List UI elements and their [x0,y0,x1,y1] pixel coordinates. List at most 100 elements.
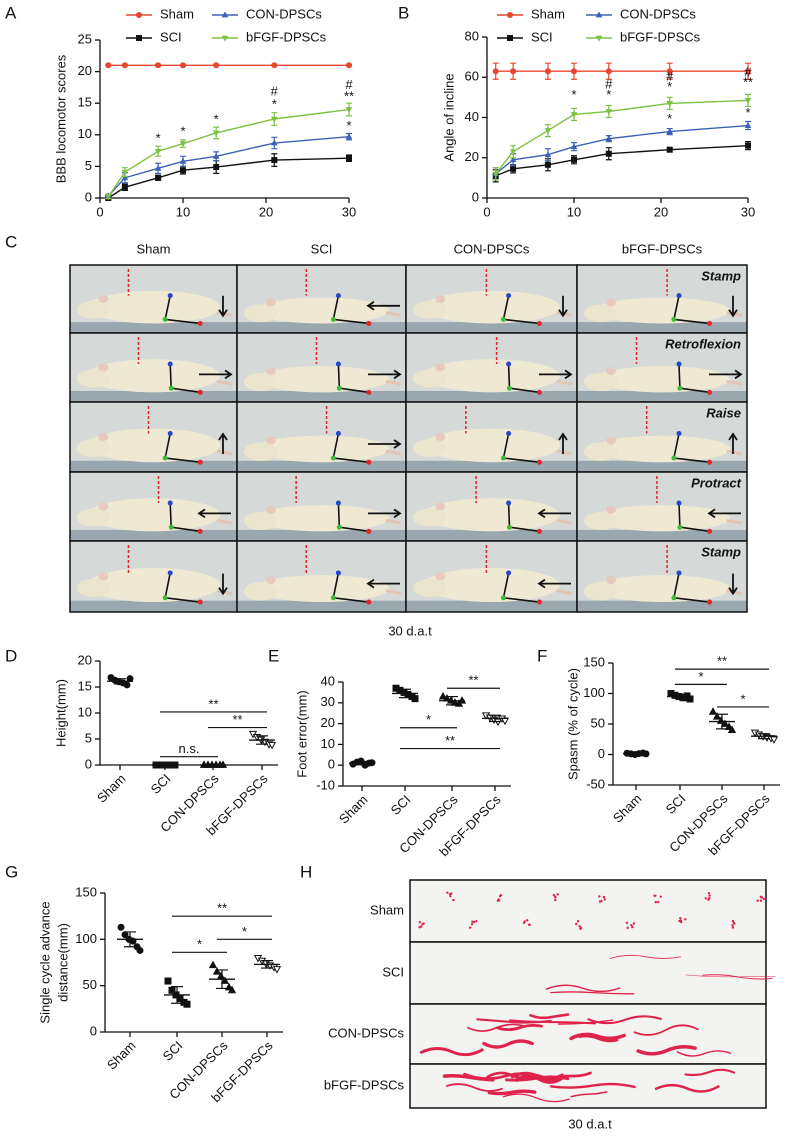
x-tick-label: Sham [94,771,129,806]
arrow-head [197,508,206,519]
photo-floor [577,600,747,612]
x-tick-label: SCI [160,1038,186,1064]
rat-body [423,359,560,393]
rat-head [76,369,111,388]
photo-floor [406,390,577,402]
rat-body [594,575,730,603]
footprint-trace [419,1047,484,1057]
footprint [475,920,478,923]
joint [335,570,341,576]
joint [707,320,713,326]
footprint-trace [676,1050,732,1057]
panel-letter: F [537,646,547,665]
y-tick-label: 0 [472,189,479,204]
photo-cell [405,401,578,473]
y-tick-label: 150 [583,654,605,669]
footprint [497,899,501,902]
x-tick-label: SCI [148,771,174,797]
joint [167,361,173,367]
rat-head [76,439,111,458]
joint [536,320,542,326]
rat-ear [435,363,446,372]
arrow-head [218,309,228,318]
marker [666,127,673,134]
phase-label: Stamp [701,544,741,559]
photo-floor [70,322,237,333]
photo-cell [69,264,238,334]
footprint-trace [529,1013,570,1020]
joint [506,361,512,367]
arrow-head [564,369,573,380]
arrow-head [728,587,738,596]
footprint [707,892,711,895]
marker [544,161,551,168]
x-tick-label: Sham [610,791,645,826]
marker [666,68,673,75]
arrow-head [728,432,738,441]
rat-head [412,439,448,458]
y-axis-label: BBB locomotor scores [53,54,68,183]
footprint [598,895,601,898]
rat-ear [435,433,446,441]
error-bar [256,735,268,745]
marker [708,707,718,715]
photo-floor [237,600,406,612]
footprint [659,895,662,898]
marker [183,1000,191,1008]
footprint-strip [409,941,767,1005]
marker [227,985,237,994]
arrow-head [558,309,568,318]
rat-ear [265,436,276,445]
rat-ear [606,505,616,514]
footprint [704,897,708,900]
legend-label: SCI [531,29,553,44]
significance-label: * [698,669,703,684]
footprint [578,924,581,928]
marker [345,133,353,140]
marker [345,107,353,114]
joint [506,431,512,436]
marker [121,174,129,181]
footprint-trace [587,1015,662,1025]
rat-body [594,366,730,393]
y-axis-label: Angle of incline [441,73,456,161]
marker [271,62,278,69]
y-axis-label: Height(mm) [53,679,68,747]
phase-label: Retroflexion [665,336,741,351]
marker [155,174,162,181]
error-bar [216,969,228,990]
footprint [422,922,425,925]
footprint [418,920,422,924]
footprint [420,925,423,928]
error-bar [674,694,686,699]
marker [544,128,552,135]
rat-ear [435,502,446,511]
legend-label: bFGF-DPSCs [246,29,327,44]
strip-label: Sham [370,902,404,917]
footprint [526,919,529,922]
footprint [732,921,735,925]
rat-tail [385,589,402,596]
rat-ear [265,505,276,514]
x-tick-label: SCI [663,791,689,817]
footprint-trace [633,1024,699,1036]
rat-head [243,582,278,601]
marker [666,101,673,108]
footprint-trace [502,1093,570,1103]
panel-letter: D [5,646,17,665]
joint [167,570,173,576]
joint [167,293,173,299]
panel-letter: G [5,862,18,881]
marker [180,62,186,69]
marker [346,155,352,162]
y-tick-label: 30 [321,694,335,709]
strip-label: SCI [382,964,404,979]
error-bar [124,931,136,948]
rat-body [86,359,221,393]
marker [221,11,229,18]
rat-tail [385,379,402,386]
footprint [731,919,735,923]
marker [221,35,229,42]
rat-ear [265,366,276,375]
